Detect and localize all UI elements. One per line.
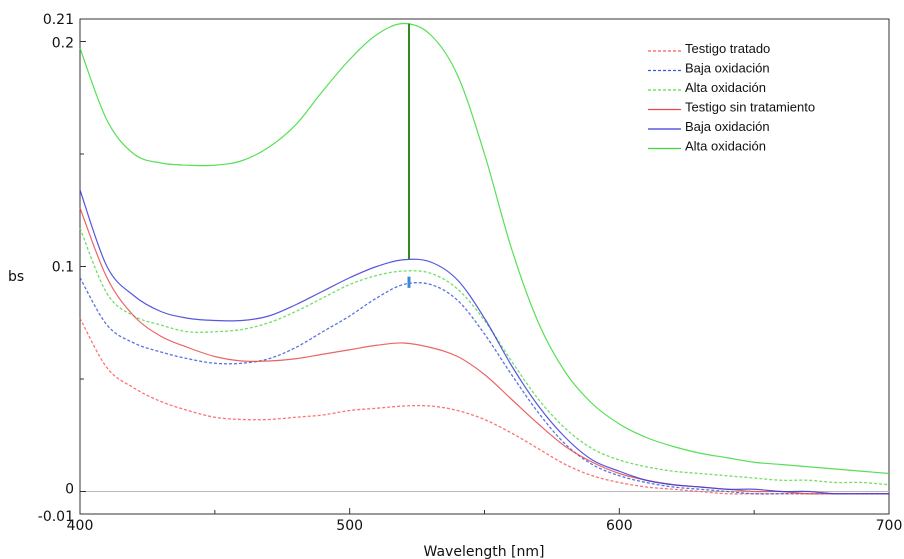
series-line-5	[79, 189, 889, 495]
x-tick-label: 500	[336, 518, 363, 534]
y-tick-label: 0.2	[52, 36, 74, 52]
series-line-3	[79, 228, 890, 486]
legend-label-2: Baja oxidación	[685, 61, 770, 76]
series-line-6	[79, 22, 890, 475]
series-line-1	[79, 317, 889, 495]
x-axis-label: Wavelength [nm]	[424, 544, 545, 559]
plot-area	[79, 18, 890, 515]
series-layer	[79, 22, 890, 495]
legend-label-1: Testigo tratado	[685, 41, 770, 56]
x-tick-label: 700	[876, 518, 903, 534]
y-tick-label: 0.21	[43, 12, 74, 28]
tick-layer: 400 500 600 700 -0.01 0 0.1 0.2 0.21	[38, 12, 903, 534]
legend-label-6: Alta oxidación	[685, 139, 766, 154]
y-tick-label: 0.1	[52, 260, 74, 276]
legend: Testigo tratado Baja oxidación Alta oxidac…	[648, 41, 815, 154]
x-tick-label: 400	[67, 518, 94, 534]
legend-label-5: Baja oxidación	[685, 119, 770, 134]
x-tick-label: 600	[606, 518, 633, 534]
y-axis-label: bs	[8, 269, 24, 285]
series-line-2	[79, 277, 889, 495]
series-line-4	[79, 207, 889, 495]
legend-label-4: Testigo sin tratamiento	[685, 100, 815, 115]
y-tick-label: -0.01	[38, 509, 74, 525]
legend-label-3: Alta oxidación	[685, 80, 766, 95]
y-tick-label: 0	[65, 482, 74, 498]
